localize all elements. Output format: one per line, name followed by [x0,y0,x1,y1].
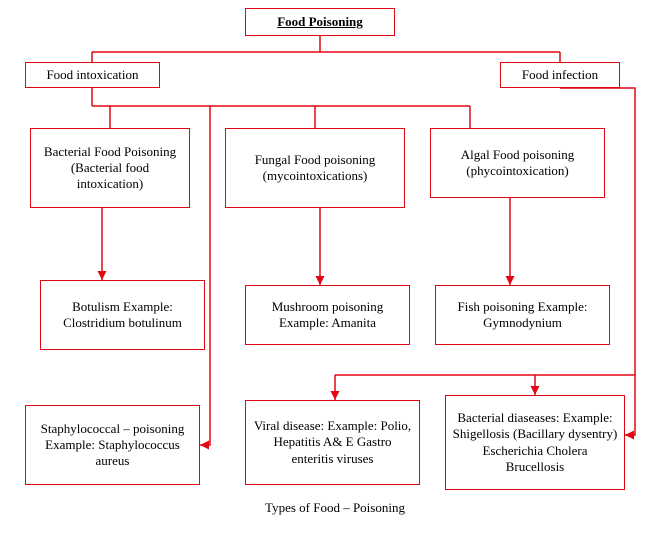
node-bacterial: Bacterial Food Poisoning (Bacterial food… [30,128,190,208]
node-staph: Staphylococcal – poisoning Example: Stap… [25,405,200,485]
node-algal: Algal Food poisoning (phycointoxication) [430,128,605,198]
node-infection: Food infection [500,62,620,88]
node-botulism-label: Botulism Example: Clostridium botulinum [47,299,198,332]
figure-caption: Types of Food – Poisoning [235,500,435,516]
node-intoxication-label: Food intoxication [46,67,138,83]
caption-text: Types of Food – Poisoning [265,500,405,515]
node-viral-label: Viral disease: Example: Polio, Hepatitis… [252,418,413,467]
node-infection-label: Food infection [522,67,598,83]
node-intoxication: Food intoxication [25,62,160,88]
node-mushroom: Mushroom poisoning Example: Amanita [245,285,410,345]
node-viral: Viral disease: Example: Polio, Hepatitis… [245,400,420,485]
node-bacterial-diseases-label: Bacterial diaseases: Example: Shigellosi… [452,410,618,475]
node-bacterial-label: Bacterial Food Poisoning (Bacterial food… [37,144,183,193]
node-fungal-label: Fungal Food poisoning (mycointoxications… [232,152,398,185]
node-mushroom-label: Mushroom poisoning Example: Amanita [252,299,403,332]
node-staph-label: Staphylococcal – poisoning Example: Stap… [32,421,193,470]
node-algal-label: Algal Food poisoning (phycointoxication) [437,147,598,180]
node-title-label: Food Poisoning [277,14,363,30]
node-fish: Fish poisoning Example: Gymnodynium [435,285,610,345]
node-bacterial-diseases: Bacterial diaseases: Example: Shigellosi… [445,395,625,490]
node-title: Food Poisoning [245,8,395,36]
node-fish-label: Fish poisoning Example: Gymnodynium [442,299,603,332]
node-fungal: Fungal Food poisoning (mycointoxications… [225,128,405,208]
node-botulism: Botulism Example: Clostridium botulinum [40,280,205,350]
